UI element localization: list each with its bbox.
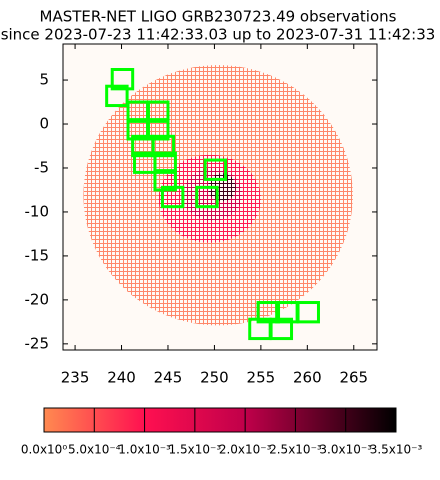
x-tick-label: 235: [61, 369, 90, 387]
chart-title: MASTER-NET LIGO GRB230723.49 observation…: [40, 8, 397, 26]
x-tick-label: 240: [107, 369, 136, 387]
observed-field: [195, 185, 219, 209]
observed-field: [146, 118, 170, 141]
observed-field: [110, 68, 135, 91]
observed-field: [256, 301, 281, 324]
observed-field: [105, 84, 129, 108]
observed-field: [160, 185, 185, 209]
x-tick-label: 260: [293, 369, 322, 387]
y-tick-label: -25: [25, 334, 50, 352]
colorbar-tick-label: 3.0x10⁻³: [319, 443, 372, 457]
observed-field: [269, 317, 294, 341]
colorbar-tick-label: 3.5x10⁻³: [370, 443, 423, 457]
colorbar-tick-label: 2.5x10⁻³: [269, 443, 322, 457]
observed-field: [153, 169, 177, 192]
colorbar: [43, 407, 397, 433]
plot-frame: [62, 43, 378, 351]
x-tick-label: 250: [200, 369, 229, 387]
observed-field: [296, 301, 320, 324]
x-tick-label: 255: [247, 369, 276, 387]
observed-field: [153, 151, 177, 174]
chart-subtitle: since 2023-07-23 11:42:33.03 up to 2023-…: [1, 26, 436, 44]
y-tick-label: 5: [39, 71, 49, 89]
colorbar-tick-label: 1.5x10⁻³: [169, 443, 222, 457]
colorbar-tick-label: 5.0x10⁻⁴: [68, 443, 121, 457]
colorbar-tick-label: 1.0x10⁻³: [118, 443, 171, 457]
observed-field: [146, 100, 170, 123]
observed-field: [203, 158, 228, 181]
y-tick-label: -20: [25, 290, 50, 308]
y-tick-label: 0: [39, 115, 49, 133]
colorbar-tick-label: 0.0x10⁰: [21, 443, 67, 457]
x-tick-label: 245: [154, 369, 183, 387]
colorbar-tick-label: 2.0x10⁻³: [219, 443, 272, 457]
y-tick-label: -5: [34, 158, 49, 176]
observed-field: [151, 134, 176, 158]
y-tick-label: -10: [25, 202, 50, 220]
y-tick-label: -15: [25, 246, 50, 264]
x-tick-label: 265: [339, 369, 368, 387]
